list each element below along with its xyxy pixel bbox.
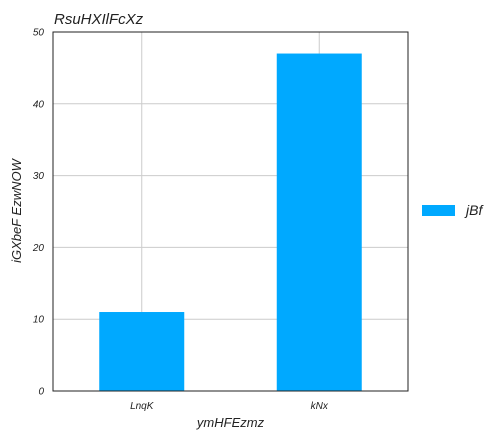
y-tick-label: 20 <box>32 243 45 254</box>
legend: jBf <box>422 202 484 218</box>
legend-label-jbf: jBf <box>464 202 484 218</box>
x-axis-label: ymHFEzmz <box>196 415 265 430</box>
chart-title: RsuHXIlFcXz <box>54 11 144 28</box>
x-tick-label-lnqk: LnqK <box>130 401 155 412</box>
bar-lnqk <box>99 312 184 391</box>
legend-swatch-jbf <box>422 205 455 216</box>
bar-knx <box>277 54 362 391</box>
y-tick-label: 50 <box>33 28 45 39</box>
y-tick-label: 30 <box>33 171 45 182</box>
y-tick-label: 40 <box>33 99 45 110</box>
y-tick-label: 10 <box>33 315 45 326</box>
x-axis-ticks: LnqK kNx <box>130 401 329 412</box>
y-tick-label: 0 <box>38 387 44 398</box>
y-axis-label: iGXbeF EzwNOW <box>9 157 24 263</box>
y-axis-ticks: 0 10 20 30 40 50 <box>32 28 45 398</box>
x-tick-label-knx: kNx <box>311 401 329 412</box>
